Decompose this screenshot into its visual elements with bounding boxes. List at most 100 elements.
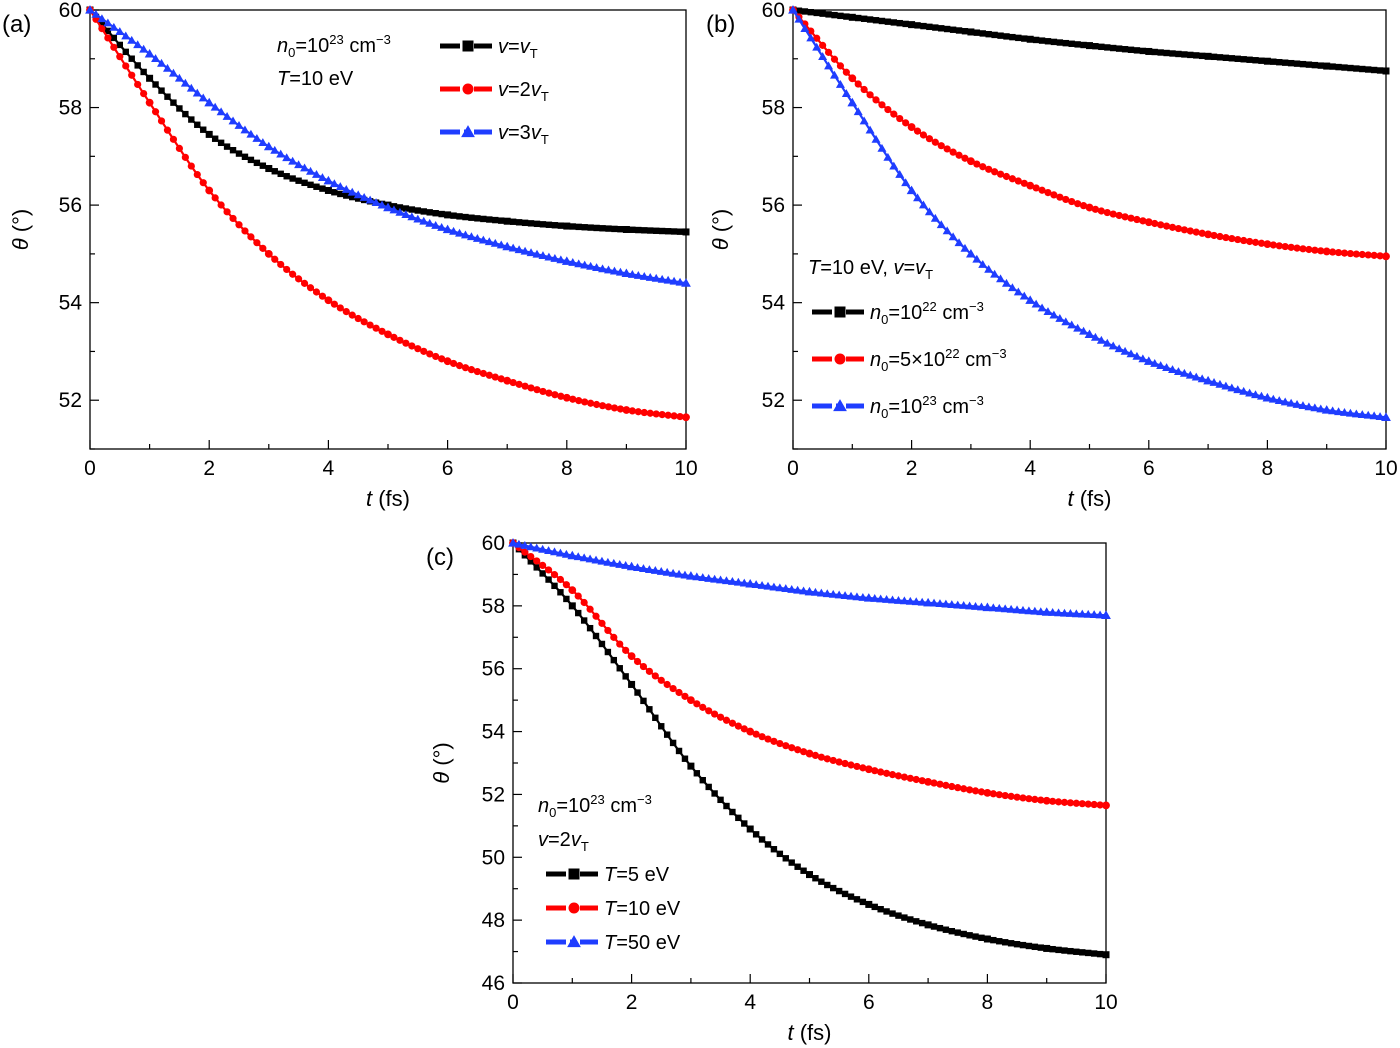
data-point <box>1234 235 1242 244</box>
data-point <box>1061 317 1071 326</box>
data-point <box>628 680 636 688</box>
data-point <box>484 237 494 246</box>
x-tick-label: 4 <box>1024 457 1036 480</box>
data-point <box>1096 801 1104 809</box>
data-point <box>819 10 826 17</box>
data-point <box>835 79 845 88</box>
data-point <box>295 177 302 184</box>
data-point <box>395 207 405 216</box>
data-point <box>824 61 834 70</box>
data-point <box>1031 795 1039 803</box>
data-point <box>425 218 435 227</box>
data-point <box>996 938 1003 945</box>
data-point <box>1132 351 1142 360</box>
legend-marker <box>462 40 474 52</box>
series-markers <box>509 539 1110 959</box>
data-point <box>645 272 655 281</box>
data-point <box>561 256 572 265</box>
data-point <box>1287 243 1295 251</box>
data-point <box>1162 222 1171 230</box>
data-point <box>1026 181 1035 190</box>
data-point <box>770 846 778 853</box>
y-axis-label: θ (°) <box>708 209 733 251</box>
data-point <box>1299 60 1307 68</box>
y-tick-label: 52 <box>762 389 785 412</box>
data-point <box>586 624 594 632</box>
data-point <box>1151 48 1158 56</box>
legend-entry: v=3vT <box>440 122 549 147</box>
data-point <box>1150 358 1160 367</box>
data-point <box>776 739 784 748</box>
data-point <box>593 224 600 232</box>
x-tick-label: 4 <box>744 991 756 1014</box>
data-point <box>1157 221 1165 229</box>
data-point <box>1191 372 1201 381</box>
x-tick-label: 8 <box>561 457 573 480</box>
data-point <box>1031 299 1041 308</box>
data-point <box>884 18 892 25</box>
data-point <box>836 62 845 70</box>
data-point <box>456 213 463 220</box>
data-point <box>550 547 560 556</box>
data-point <box>426 209 433 216</box>
data-point <box>972 254 982 263</box>
data-point <box>498 217 505 224</box>
data-point <box>1240 56 1247 63</box>
data-point <box>1080 41 1087 49</box>
data-point <box>947 600 957 608</box>
data-point <box>829 756 837 765</box>
data-point <box>1025 295 1036 304</box>
data-point <box>1089 610 1099 619</box>
data-point <box>574 592 582 600</box>
data-point <box>1274 396 1284 404</box>
data-point <box>675 688 683 697</box>
x-tick-label: 10 <box>1374 457 1397 480</box>
data-point <box>335 182 345 191</box>
data-point <box>983 935 991 943</box>
data-point <box>1015 34 1022 42</box>
data-point <box>746 825 754 833</box>
data-point <box>799 748 808 756</box>
data-point <box>882 595 892 603</box>
data-point <box>653 227 660 234</box>
data-point <box>127 35 137 44</box>
data-point <box>858 592 868 601</box>
data-point <box>876 594 886 603</box>
data-point <box>134 80 142 89</box>
data-point <box>806 871 813 879</box>
data-point <box>1086 42 1093 50</box>
data-point <box>757 580 767 589</box>
data-point <box>211 194 219 202</box>
data-point <box>1102 951 1110 959</box>
data-point <box>670 228 678 235</box>
data-point <box>1363 410 1373 419</box>
data-point <box>313 183 320 190</box>
data-point <box>1251 238 1260 246</box>
data-point <box>938 25 945 32</box>
data-point <box>1007 940 1015 947</box>
x-tick-label: 2 <box>203 457 215 480</box>
data-point <box>128 71 136 79</box>
data-point <box>1002 172 1011 181</box>
data-point <box>983 788 992 797</box>
data-point <box>460 230 470 239</box>
data-point <box>520 246 530 255</box>
data-point <box>889 161 899 170</box>
legend-entry: v=2vT <box>440 79 549 104</box>
data-point <box>174 73 184 82</box>
data-point <box>355 195 362 202</box>
data-point <box>1115 211 1123 220</box>
data-point <box>450 212 457 219</box>
data-point <box>1073 948 1080 955</box>
data-point <box>1245 388 1255 397</box>
data-point <box>1024 606 1034 615</box>
data-point <box>822 589 832 598</box>
data-point <box>1334 407 1344 416</box>
data-point <box>1292 399 1302 408</box>
data-point <box>853 107 863 116</box>
data-point <box>1311 61 1319 69</box>
data-point <box>693 700 701 708</box>
data-point <box>229 214 237 223</box>
data-point <box>638 564 648 572</box>
data-point <box>104 34 112 42</box>
